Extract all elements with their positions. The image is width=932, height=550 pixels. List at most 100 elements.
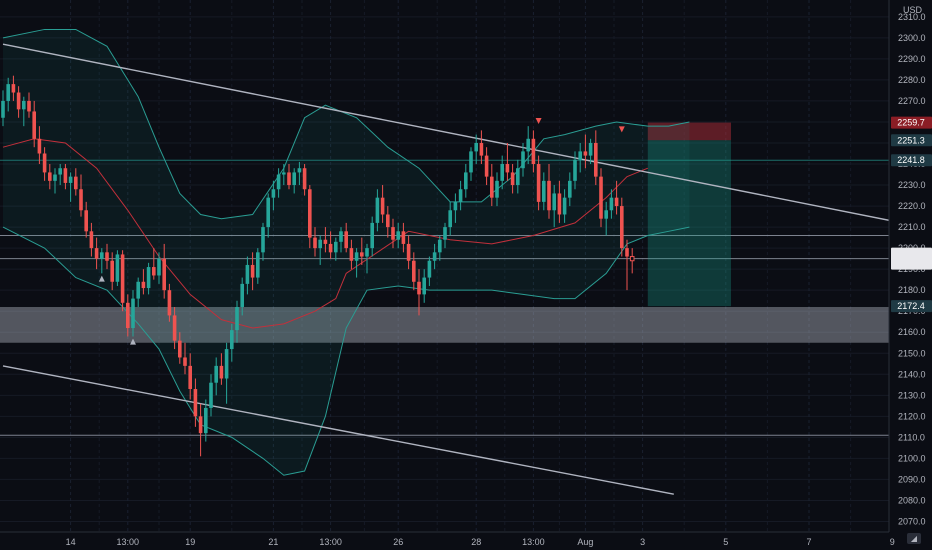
candle-body — [583, 151, 588, 156]
candle-body — [562, 197, 567, 215]
candle-body — [588, 142, 593, 156]
y-tick-label: 2210.0 — [898, 222, 926, 232]
candle-body — [266, 197, 270, 228]
candle-body — [422, 277, 426, 295]
trend-line-lower-channel — [2, 365, 674, 495]
candle-body — [235, 307, 239, 331]
candle-body — [126, 302, 130, 329]
candle-body — [120, 254, 125, 303]
signal-marker-down — [535, 117, 542, 124]
signal-markers — [98, 117, 625, 345]
candle-body — [167, 290, 172, 316]
y-tick-label: 2140.0 — [898, 369, 926, 379]
candle-body — [68, 176, 73, 183]
price-tag-label: 2251.3 — [897, 135, 925, 145]
candle-body — [219, 365, 224, 379]
y-tick-label: 2280.0 — [898, 75, 926, 85]
signal-marker-up — [98, 275, 105, 282]
candle-body — [84, 210, 88, 232]
candle-body — [141, 281, 146, 289]
candle-body — [313, 237, 317, 249]
x-tick-label: 5 — [723, 537, 728, 547]
candle-body — [74, 176, 78, 190]
candle-body — [380, 197, 385, 215]
candle-body — [406, 243, 411, 261]
price-tag — [891, 300, 932, 313]
candle-body — [250, 264, 255, 278]
candle-body — [526, 138, 530, 152]
candle-body — [547, 180, 551, 211]
candle-body — [323, 239, 328, 244]
candle-body — [79, 189, 83, 211]
candle-body — [495, 180, 499, 198]
y-tick-label: 2130.0 — [898, 390, 926, 400]
candle-body — [417, 281, 421, 295]
candle-body — [531, 138, 536, 165]
candle-body — [438, 239, 442, 253]
candle-body — [484, 155, 489, 177]
candle-body — [276, 174, 281, 190]
tradingview-logo-icon[interactable]: ◢ — [907, 533, 921, 544]
candle-body — [318, 239, 322, 249]
candle-body — [48, 172, 52, 181]
candle-body — [287, 172, 291, 186]
candle-body — [432, 252, 437, 261]
candle-body — [542, 180, 546, 202]
x-tick-label: 9 — [890, 537, 895, 547]
candle-body — [412, 260, 416, 282]
candle-body — [386, 214, 390, 228]
candle-body — [32, 111, 36, 139]
x-tick-label: 7 — [806, 537, 811, 547]
moving-average — [2, 138, 648, 329]
candle-body — [479, 142, 484, 156]
candle-body — [599, 176, 603, 219]
y-tick-label: 2180.0 — [898, 285, 926, 295]
candles — [1, 75, 635, 457]
price-tag-label: 2172.4 — [897, 301, 925, 311]
take-profit-zone — [647, 140, 731, 307]
candle-body — [464, 172, 468, 190]
candle-body — [6, 84, 10, 101]
candle-body — [297, 168, 302, 173]
candle-body — [443, 227, 447, 240]
candle-body — [245, 264, 250, 284]
y-tick-label: 2220.0 — [898, 201, 926, 211]
candle-body — [360, 252, 364, 257]
y-tick-label: 2120.0 — [898, 411, 926, 421]
signal-marker-up — [130, 338, 136, 345]
candle-body — [557, 193, 562, 215]
candle-body — [240, 283, 244, 308]
candle-body — [516, 168, 520, 186]
trend-lines[interactable] — [2, 43, 932, 495]
candle-body — [510, 172, 515, 186]
candle-body — [1, 100, 5, 118]
candle-body — [521, 151, 525, 169]
candle-body — [339, 231, 343, 242]
candle-body — [27, 100, 31, 112]
y-tick-label: 2300.0 — [898, 33, 926, 43]
candle-body — [500, 164, 504, 181]
candle-body — [188, 365, 192, 390]
price-axis-bg — [889, 0, 932, 550]
x-tick-label: 13:00 — [522, 537, 545, 547]
candle-body — [271, 189, 276, 198]
bollinger-lower — [2, 226, 690, 476]
support-zone — [0, 307, 889, 343]
x-tick-label: 14 — [66, 537, 76, 547]
x-tick-label: 28 — [471, 537, 481, 547]
candle-body — [604, 210, 608, 219]
y-tick-label: 2110.0 — [898, 432, 925, 442]
candle-body — [349, 248, 354, 261]
candle-body — [308, 189, 312, 238]
x-tick-label: 3 — [640, 537, 645, 547]
candle-body — [110, 260, 114, 282]
candle-body — [614, 197, 619, 207]
candle-body — [552, 193, 556, 211]
candle-body — [89, 231, 94, 249]
candle-body — [193, 389, 198, 417]
candle-body — [58, 168, 62, 175]
candle-body — [453, 201, 458, 211]
y-tick-label: 2160.0 — [898, 327, 926, 337]
candle-body — [131, 298, 135, 329]
